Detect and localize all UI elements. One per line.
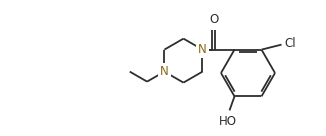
Text: HO: HO bbox=[218, 115, 236, 128]
Text: N: N bbox=[160, 65, 169, 78]
Text: Cl: Cl bbox=[285, 37, 296, 50]
Text: N: N bbox=[198, 43, 207, 56]
Text: O: O bbox=[209, 13, 219, 26]
